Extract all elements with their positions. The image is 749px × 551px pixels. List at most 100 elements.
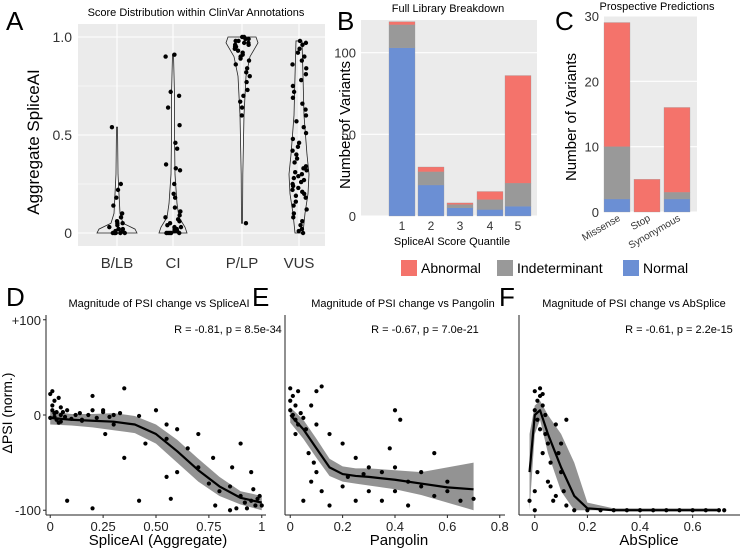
- panel-f-title: Magnitude of PSI change vs AbSplice: [542, 298, 725, 310]
- panel-c-bar-abnormal: [633, 179, 661, 213]
- panel-e-point: [309, 403, 314, 408]
- panel-letter-a: A: [6, 6, 24, 36]
- panel-d-point: [175, 427, 180, 432]
- panel-e-point: [288, 386, 293, 391]
- panel-a-point: [233, 62, 238, 67]
- panel-f-point: [532, 408, 537, 413]
- panel-a-point: [303, 40, 309, 46]
- panel-b-bar-indeterminant: [446, 204, 474, 208]
- panel-b-ytick-label: 100: [334, 46, 356, 61]
- panel-a-point: [246, 42, 251, 48]
- panel-e-point: [419, 484, 424, 489]
- panel-f-point: [561, 489, 566, 494]
- panel-d-point: [211, 455, 216, 460]
- panel-a-xtick-label: VUS: [284, 255, 315, 272]
- panel-b-bar-abnormal: [476, 191, 504, 200]
- panel-c-ylabel: Number of Variants: [563, 53, 580, 181]
- panel-f-point: [564, 503, 569, 508]
- panel-d-point: [101, 408, 106, 413]
- panel-a-point: [304, 207, 309, 212]
- panel-b-bar-normal: [446, 207, 474, 217]
- panel-d-point: [90, 393, 95, 399]
- panel-e-point: [340, 441, 345, 446]
- panel-c-ytick-label: 0: [592, 205, 599, 220]
- panel-d-xlabel: SpliceAI (Aggregate): [89, 532, 227, 549]
- panel-f-point: [564, 417, 569, 422]
- panel-c-bar-normal: [603, 198, 631, 213]
- panel-a-ytick-label: 1.0: [53, 29, 73, 45]
- panel-a-point: [300, 219, 305, 224]
- panel-e-point: [301, 415, 306, 420]
- panel-a-point: [290, 183, 296, 189]
- panel-f-point: [535, 398, 540, 403]
- panel-b-bar-normal: [504, 206, 532, 217]
- panel-b-xtick-label: 4: [487, 219, 494, 233]
- panel-a-point: [239, 34, 245, 40]
- panel-d-point: [259, 503, 264, 508]
- panel-d-point: [249, 470, 254, 475]
- panel-a-point: [292, 170, 298, 175]
- panel-a-point: [173, 140, 178, 146]
- panel-a-point: [300, 42, 305, 48]
- panel-d-point: [136, 498, 142, 503]
- panel-f-point: [537, 386, 543, 391]
- panel-a-point: [296, 173, 301, 179]
- panel-e-confidence-band: [290, 407, 474, 511]
- panel-e-point: [314, 422, 319, 427]
- panel-b-bar-normal: [476, 209, 504, 217]
- panel-a-point: [303, 195, 308, 200]
- panel-c-title: Prospective Predictions: [600, 1, 715, 13]
- panel-a-point: [299, 172, 305, 177]
- panel-a-point: [304, 168, 309, 173]
- panel-a-point: [298, 222, 303, 228]
- panel-f-point: [527, 498, 532, 503]
- panel-a-point: [294, 156, 300, 161]
- panel-a-point: [163, 162, 169, 167]
- panel-f-confidence-band: [529, 400, 719, 511]
- panel-e-stat: R = -0.67, p = 7.0e-21: [371, 324, 479, 336]
- panel-a-point: [176, 93, 182, 99]
- panel-e-point: [387, 446, 392, 451]
- panel-d-stat: R = -0.81, p = 8.5e-34: [174, 324, 282, 336]
- panel-a-ytick-label: 0: [64, 225, 72, 241]
- panel-d-point: [65, 498, 70, 503]
- panel-d-point: [50, 403, 55, 408]
- panel-d-point: [168, 496, 173, 501]
- panel-d-ytick-label: -100: [15, 503, 41, 518]
- panel-a-point: [243, 36, 248, 42]
- panel-f-point: [540, 450, 545, 456]
- panel-c-bar-indeterminant: [663, 192, 691, 200]
- panel-a-point: [114, 195, 119, 200]
- panel-a-point: [297, 38, 303, 44]
- legend-swatch-abnormal: [401, 260, 417, 276]
- panel-a-point: [172, 195, 178, 200]
- panel-e-point: [288, 398, 293, 403]
- panel-e-point: [309, 479, 314, 484]
- panel-d-xtick-label: 0: [47, 519, 54, 534]
- panel-a-violin-blb: [96, 126, 138, 234]
- panel-e-point: [301, 498, 306, 503]
- panel-a-point: [115, 222, 120, 228]
- panel-e-point: [290, 393, 295, 399]
- panel-a-point: [165, 105, 171, 110]
- panel-b-bar-indeterminant: [504, 183, 532, 207]
- panel-a-violin-plp: [225, 36, 259, 224]
- panel-d-point: [164, 436, 169, 441]
- panel-d-point: [242, 500, 247, 505]
- panel-f-point: [553, 422, 558, 427]
- panel-a-point: [290, 187, 295, 193]
- panel-a-point: [241, 93, 246, 99]
- panel-e-point: [405, 503, 411, 508]
- panel-f-xtick-label: 0.2: [578, 519, 596, 534]
- panel-a-point: [119, 211, 125, 216]
- panel-f-point: [532, 389, 537, 394]
- panel-a-point: [163, 215, 168, 220]
- panel-d-point: [103, 431, 108, 437]
- panel-b-xtick-label: 1: [399, 219, 406, 233]
- panel-d-point: [257, 493, 262, 499]
- panel-a-point: [303, 107, 308, 112]
- panel-f-point: [572, 508, 577, 513]
- panel-a-point: [177, 230, 182, 236]
- panel-a-xtick-label: B/LB: [101, 255, 134, 272]
- panel-d-point: [54, 410, 59, 415]
